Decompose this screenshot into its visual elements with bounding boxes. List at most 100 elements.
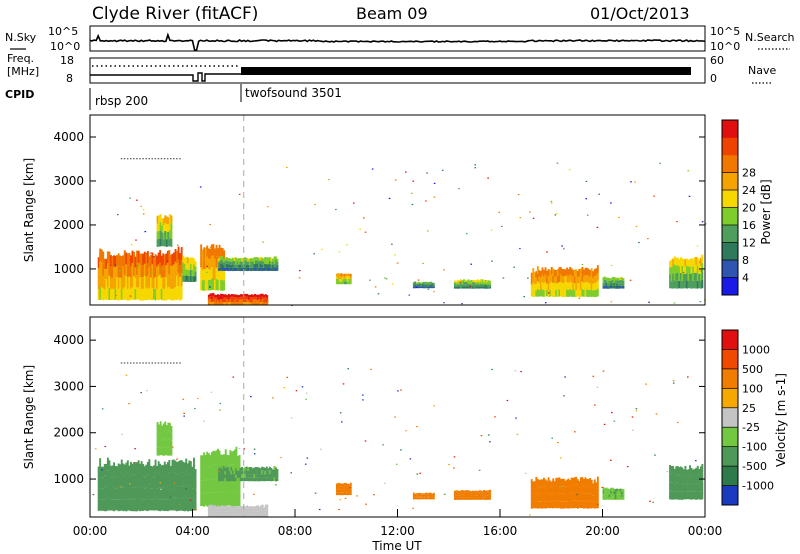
velocity-speckle [183,412,185,414]
power-cell [177,259,180,273]
velocity-cell [578,501,581,508]
velocity-cell [153,488,155,500]
power-cell [432,285,435,287]
power-cell [251,258,254,262]
power-cell [590,275,593,283]
power-cell [156,223,159,232]
velocity-cell [237,514,239,517]
power-cell [188,258,191,264]
power-cell [224,267,227,271]
power-region [453,279,492,289]
velocity-speckle [163,362,166,364]
power-cell [230,299,233,303]
power-cell [126,265,129,278]
power-cell [264,294,267,297]
power-cell [244,267,247,271]
velocity-speckle [672,380,675,382]
power-cell [203,247,206,259]
velocity-cell [106,470,109,485]
power-cell [248,267,251,271]
power-cell [221,267,224,271]
power-cell [417,281,420,284]
power-cell [464,282,467,285]
velocity-cell [222,465,225,470]
power-cell [256,260,259,264]
velocity-speckle [133,362,135,364]
velocity-speckle [121,433,123,435]
velocity-cell [110,465,112,477]
velocity-cell [227,509,230,512]
velocity-cell [690,475,693,484]
power-cell [103,279,106,290]
power-cell [563,269,565,276]
power-cell [428,282,431,284]
velocity-cell [161,425,164,433]
power-cell [345,273,348,277]
velocity-cell [209,513,212,517]
velocity-colorbar-swatch [722,330,738,350]
power-cell [423,283,426,286]
velocity-speckle [563,395,565,397]
velocity-cell [572,485,575,494]
velocity-speckle [654,454,656,456]
power-cell [204,247,207,259]
power-cell [472,279,475,283]
power-cell [131,262,134,276]
power-cell [221,256,224,260]
power-speckle [139,158,141,160]
power-cell [210,293,213,297]
velocity-speckle [154,362,157,364]
power-speckle [391,243,393,245]
power-cell [456,280,459,283]
velocity-cell [340,483,343,487]
power-cell [229,302,232,305]
velocity-speckle [130,362,132,364]
velocity-cell [569,494,572,502]
power-cell [156,255,158,267]
power-cell [188,276,191,283]
power-cell [579,282,582,290]
velocity-speckle [301,386,304,388]
power-cell [589,290,592,297]
velocity-cell [683,469,685,477]
velocity-cell [110,488,112,500]
velocity-cell [174,485,177,499]
power-cell [584,282,587,290]
power-cell [255,264,257,268]
power-cell [698,273,701,281]
velocity-speckle [342,383,345,385]
velocity-cell [264,504,267,508]
velocity-region [218,465,279,482]
power-cell [432,282,435,285]
velocity-cell [220,514,223,517]
power-cell [605,285,608,289]
velocity-cell [673,484,676,492]
velocity-cell [122,499,125,512]
power-cell [158,223,161,231]
power-speckle [676,221,678,223]
velocity-cell [265,466,268,471]
velocity-cell [225,467,228,471]
velocity-cell [695,467,698,476]
velocity-cell [263,512,266,515]
velocity-cell [336,492,338,496]
power-speckle [673,302,676,304]
power-cell [183,276,186,283]
power-cell [116,255,118,267]
power-cell [556,269,559,277]
colorbar-tick-label: 16 [742,219,756,232]
power-cell [541,282,544,290]
colorbar-tick-label: -25 [742,421,760,434]
power-cell [102,288,105,301]
velocity-speckle [405,430,407,432]
power-cell [166,263,169,276]
power-cell [250,302,253,305]
power-cell [209,279,212,291]
power-cell [244,293,247,297]
velocity-cell [161,440,164,448]
power-region [218,256,279,272]
velocity-cell [134,487,137,500]
power-colorbar-swatch [722,172,738,191]
velocity-cell [168,431,171,440]
power-cell [258,297,261,300]
